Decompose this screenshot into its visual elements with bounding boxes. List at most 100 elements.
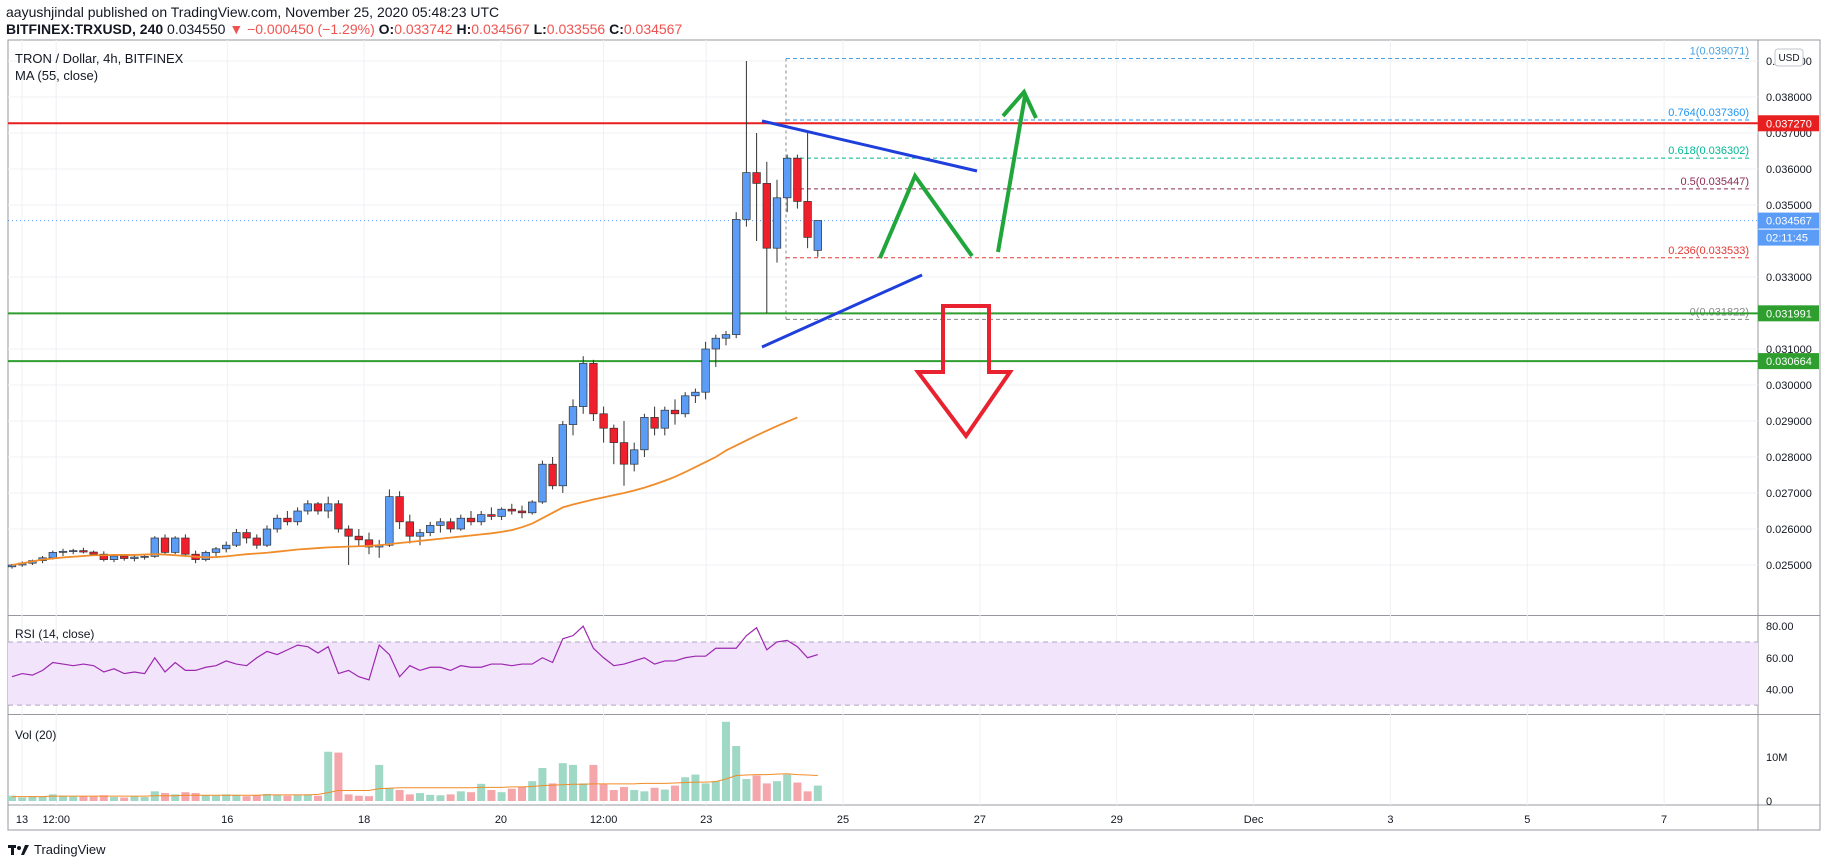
candle-down [487, 514, 496, 517]
volume-bar [569, 764, 577, 801]
volume-bar [630, 790, 639, 801]
volume-bar [130, 796, 139, 801]
volume-ma-line [12, 773, 818, 798]
candle-down [507, 508, 516, 512]
last-price-label: 0.034567 [1766, 216, 1812, 228]
volume-bar [110, 797, 118, 801]
fib-level-label: 0.764(0.037360) [1668, 107, 1749, 119]
volume-bar [344, 794, 353, 801]
candle-up [772, 197, 782, 249]
candle-up [732, 219, 741, 335]
candle-up [681, 395, 690, 415]
candle-down [160, 537, 170, 553]
volume-bar [314, 795, 322, 801]
volume-tick-label: 0 [1766, 796, 1772, 808]
symbol-ohlc-line: BITFINEX:TRXUSD, 240 0.034550 ▼ −0.00045… [6, 21, 682, 37]
level-price-label: 0.037270 [1766, 118, 1812, 130]
volume-bar [660, 789, 669, 801]
candle-up [273, 517, 282, 530]
candle-down [181, 537, 190, 555]
candle-down [99, 553, 108, 560]
volume-bar [263, 793, 271, 801]
x-tick-label: 27 [974, 814, 986, 826]
x-tick-label: 7 [1661, 814, 1667, 826]
candle-down [344, 528, 353, 537]
candle-up [538, 463, 547, 503]
y-tick-label: 0.033000 [1766, 272, 1812, 284]
level-price-label: 0.031991 [1766, 308, 1812, 320]
volume-bar [446, 794, 455, 801]
candle-down [395, 496, 404, 523]
ma-indicator-label: MA (55, close) [15, 68, 98, 83]
rsi-label: RSI (14, close) [15, 627, 94, 641]
fib-level-label: 0.236(0.033533) [1668, 245, 1749, 257]
candle-up [558, 424, 567, 487]
candle-up [497, 508, 506, 517]
volume-bar [28, 796, 37, 801]
open-value: 0.033742 [394, 21, 453, 37]
volume-bar [477, 783, 486, 801]
volume-bar [436, 795, 445, 801]
candle-up [568, 406, 578, 425]
volume-bar [212, 795, 220, 801]
volume-bar [773, 781, 781, 801]
volume-bar [222, 794, 231, 801]
volume-bar [273, 794, 282, 801]
candle-down [89, 551, 98, 555]
level-price-tag [1758, 305, 1819, 322]
scenario-path-up [878, 171, 974, 259]
trend-line-lower [761, 273, 923, 349]
candle-up [711, 337, 720, 350]
fib-level-label: 0.618(0.036302) [1668, 145, 1749, 157]
candle-up [109, 555, 119, 560]
candle-up [232, 532, 241, 546]
volume-bar [783, 774, 792, 801]
volume-bar [18, 797, 27, 801]
candle-up [721, 334, 731, 339]
candle-down [650, 417, 659, 429]
candle-down [517, 510, 527, 514]
x-tick-label: 12:00 [42, 814, 70, 826]
candle-down [242, 532, 251, 539]
volume-bar [283, 795, 292, 801]
volume-bar [793, 782, 802, 801]
trend-line-upper [761, 119, 978, 173]
candle-down [364, 539, 374, 548]
x-tick-label: 5 [1524, 814, 1530, 826]
volume-bar [416, 793, 424, 801]
footer-brand[interactable]: TradingView [8, 842, 106, 857]
price-change: ▼ −0.000450 (−1.29%) [229, 21, 375, 37]
volume-bar [752, 775, 761, 801]
volume-bar [487, 790, 496, 801]
volume-bar [375, 764, 384, 801]
candle-up [660, 409, 669, 429]
volume-bar [518, 786, 526, 801]
tradingview-logo-icon [8, 844, 29, 855]
candle-down [609, 427, 618, 443]
volume-bar [201, 795, 210, 801]
published-line: aayushjindal published on TradingView.co… [6, 4, 500, 20]
volume-bar [293, 795, 302, 801]
rsi-tick-label: 80.00 [1766, 621, 1794, 633]
candle-up [171, 537, 180, 553]
volume-bar [120, 797, 129, 801]
low-label: L: [533, 21, 547, 37]
candle-down [589, 363, 598, 415]
candle-down [354, 535, 363, 541]
volume-bar [395, 790, 404, 801]
candle-down [252, 537, 261, 546]
y-tick-label: 0.027000 [1766, 488, 1812, 500]
volume-bar [140, 797, 149, 801]
candle-up [324, 503, 333, 512]
volume-bar [538, 768, 547, 801]
x-tick-label: 18 [358, 814, 370, 826]
volume-bar [232, 794, 241, 801]
level-price-label: 0.030664 [1766, 356, 1812, 368]
candle-up [293, 510, 302, 523]
volume-bar [742, 779, 751, 801]
bearish-arrow [914, 304, 1014, 440]
candle-up [477, 514, 486, 523]
fib-level-label: 0.5(0.035447) [1681, 176, 1750, 188]
volume-bar [640, 791, 649, 801]
